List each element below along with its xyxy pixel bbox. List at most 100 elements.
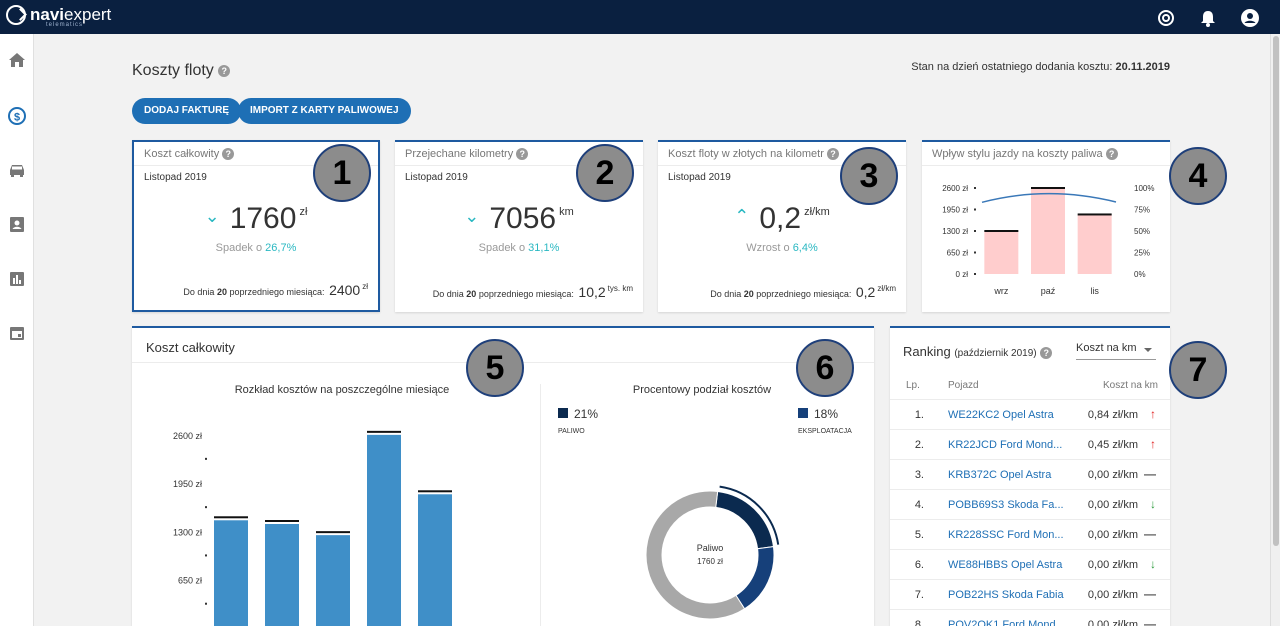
badge-2: 2 xyxy=(576,144,634,202)
ranking-title-text: Ranking xyxy=(903,344,951,359)
monthly-cost-chart: 2600 zł 1950 zł 1300 zł 650 zł xyxy=(173,430,452,626)
x-tick-label: paź xyxy=(1041,286,1056,296)
kpi-change: Spadek o 26,7% xyxy=(134,242,378,254)
kpi-change-value: 31,1% xyxy=(528,242,560,254)
bar xyxy=(214,520,248,626)
cost-share-donut: 21% PALIWO 18% EKSPLOATACJA Paliwo 1760 zł xyxy=(558,407,852,620)
ranking-row[interactable]: 4. POBB69S3 Skoda Fa... 0,00 zł/km ↓ xyxy=(890,489,1170,519)
report-icon xyxy=(10,272,24,286)
legend-swatch xyxy=(558,408,568,418)
trend-up-icon: ↑ xyxy=(1150,407,1156,421)
ranking-title: Ranking (październik 2019) ? xyxy=(903,344,1053,359)
sidebar-item-vehicles[interactable] xyxy=(0,150,34,190)
legend-percent: 18% xyxy=(814,407,838,421)
prev-unit: zł/km xyxy=(877,284,896,293)
y-tick-dot xyxy=(205,554,207,557)
vehicle-link[interactable]: KR22JCD Ford Mond... xyxy=(948,439,1063,451)
bell-icon[interactable] xyxy=(1198,8,1218,28)
sidebar-item-drivers[interactable] xyxy=(0,204,34,244)
legend-percent: 21% xyxy=(574,407,598,421)
kpi-card-driving-style[interactable]: Wpływ stylu jazdy na koszty paliwa ? 260… xyxy=(922,140,1170,312)
vehicle-link[interactable]: WE22KC2 Opel Astra xyxy=(948,409,1054,421)
driving-style-chart: 2600 zł 1950 zł 1300 zł 650 zł 0 zł 100% 75% 50… xyxy=(942,184,1154,296)
donut-center-label: Paliwo xyxy=(697,543,724,553)
ranking-row[interactable]: 3. KRB372C Opel Astra 0,00 zł/km — xyxy=(890,459,1170,489)
bar xyxy=(418,494,452,626)
ranking-position: 5. xyxy=(914,529,924,541)
prev-pre: Do dnia xyxy=(710,289,742,299)
y2-tick-label: 50% xyxy=(1134,227,1150,236)
legend-label: EKSPLOATACJA xyxy=(798,428,852,435)
bar xyxy=(984,231,1019,274)
vehicle-link[interactable]: POB22HS Skoda Fabia xyxy=(948,589,1064,601)
ranking-position: 7. xyxy=(914,589,924,601)
vehicle-link[interactable]: KR228SSC Ford Mon... xyxy=(948,529,1064,541)
help-icon[interactable]: ? xyxy=(1105,148,1118,161)
donut-slice xyxy=(735,546,775,610)
kpi-unit: km xyxy=(559,206,574,218)
bar xyxy=(316,535,350,626)
ranking-row[interactable]: 7. POB22HS Skoda Fabia 0,00 zł/km — xyxy=(890,579,1170,609)
cost-per-km-value: 0,00 zł/km xyxy=(1087,619,1138,626)
ranking-position: 3. xyxy=(914,469,924,481)
col-vehicle: Pojazd xyxy=(948,380,979,391)
help-icon[interactable]: ? xyxy=(1040,346,1053,359)
top-bar: naviexpert telematics xyxy=(0,0,1280,34)
y-tick-label: 1300 zł xyxy=(173,527,202,537)
sidebar-item-reports[interactable] xyxy=(0,259,34,299)
add-invoice-button[interactable]: DODAJ FAKTURĘ xyxy=(132,98,242,124)
app-logo[interactable]: naviexpert telematics xyxy=(6,5,111,28)
prev-pre: Do dnia xyxy=(183,287,215,297)
badge-6: 6 xyxy=(796,339,854,397)
cost-per-km-value: 0,00 zł/km xyxy=(1087,499,1138,511)
bar-cap xyxy=(418,490,452,493)
efficiency-line xyxy=(981,192,1117,204)
prev-day: 20 xyxy=(743,289,754,299)
sidebar-item-calendar[interactable] xyxy=(0,313,34,353)
y-tick-mark xyxy=(974,273,976,275)
help-icon[interactable]: ? xyxy=(222,148,235,161)
trend-flat-icon: — xyxy=(1144,527,1156,541)
col-lp: Lp. xyxy=(906,380,920,391)
badge-5: 5 xyxy=(466,339,524,397)
x-tick-label: wrz xyxy=(993,286,1008,296)
bar xyxy=(265,524,299,626)
ranking-row[interactable]: 1. WE22KC2 Opel Astra 0,84 zł/km ↑ xyxy=(890,399,1170,429)
vehicle-link[interactable]: WE88HBBS Opel Astra xyxy=(948,559,1063,571)
sidebar-item-costs[interactable]: $ xyxy=(0,96,34,136)
ranking-row[interactable]: 8. POV2OK1 Ford Mond... 0,00 zł/km — xyxy=(890,609,1170,626)
vehicle-link[interactable]: POBB69S3 Skoda Fa... xyxy=(948,499,1064,511)
prev-post: poprzedniego miesiąca: xyxy=(756,289,852,299)
vehicle-link[interactable]: POV2OK1 Ford Mond... xyxy=(948,619,1065,626)
badge-4: 4 xyxy=(1169,147,1227,205)
help-icon[interactable]: ? xyxy=(218,64,231,77)
y-tick-label: 1950 zł xyxy=(942,206,968,215)
donut-center-value: 1760 zł xyxy=(697,557,723,566)
prev-post: poprzedniego miesiąca: xyxy=(478,289,574,299)
trend-flat-icon: — xyxy=(1144,587,1156,601)
sidebar-item-home[interactable] xyxy=(0,40,34,80)
help-icon[interactable]: ? xyxy=(516,148,529,161)
ranking-row[interactable]: 5. KR228SSC Ford Mon... 0,00 zł/km — xyxy=(890,519,1170,549)
ranking-row[interactable]: 2. KR22JCD Ford Mond... 0,45 zł/km ↑ xyxy=(890,429,1170,459)
kpi-period: Listopad 2019 xyxy=(405,172,468,183)
ranking-position: 1. xyxy=(914,409,924,421)
ranking-row[interactable]: 6. WE88HBBS Opel Astra 0,00 zł/km ↓ xyxy=(890,549,1170,579)
kpi-card-title: Koszt całkowity xyxy=(144,148,220,160)
sidebar: $ xyxy=(0,34,34,626)
help-icon[interactable]: ? xyxy=(826,148,839,161)
legend-label: PALIWO xyxy=(558,428,585,435)
scrollbar-thumb[interactable] xyxy=(1273,36,1279,546)
kpi-value: ⌄ 7056 km xyxy=(395,202,643,236)
ranking-period: (październik 2019) xyxy=(954,348,1037,359)
support-icon[interactable] xyxy=(1156,8,1176,28)
vehicle-link[interactable]: KRB372C Opel Astra xyxy=(948,469,1052,481)
kpi-number: 0,2 xyxy=(759,202,802,235)
prev-post: poprzedniego miesiąca: xyxy=(229,287,325,297)
page-scrollbar[interactable] xyxy=(1270,34,1280,626)
account-icon[interactable] xyxy=(1240,8,1260,28)
ranking-metric-select[interactable]: Koszt na km xyxy=(1076,338,1156,360)
cost-per-km-value: 0,00 zł/km xyxy=(1087,589,1138,601)
import-fuel-card-button[interactable]: IMPORT Z KARTY PALIWOWEJ xyxy=(238,98,411,124)
kpi-change: Spadek o 31,1% xyxy=(395,242,643,254)
